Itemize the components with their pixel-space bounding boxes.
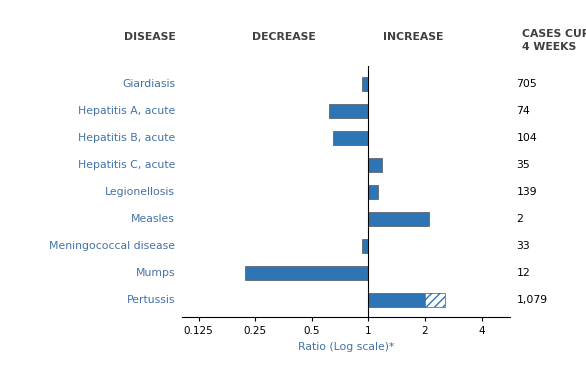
Text: DISEASE: DISEASE: [124, 32, 176, 42]
Text: Measles: Measles: [131, 214, 175, 224]
Bar: [245, 266, 369, 280]
Text: Pertussis: Pertussis: [127, 295, 175, 305]
Bar: [363, 77, 369, 91]
Bar: [329, 104, 369, 118]
Text: 74: 74: [516, 106, 530, 116]
Bar: [369, 158, 382, 172]
Bar: [333, 131, 369, 145]
Text: Hepatitis A, acute: Hepatitis A, acute: [78, 106, 175, 116]
Bar: [362, 239, 369, 253]
Bar: [369, 185, 377, 199]
Bar: [425, 293, 445, 307]
Text: 35: 35: [516, 160, 530, 170]
Bar: [369, 212, 429, 225]
Text: Hepatitis C, acute: Hepatitis C, acute: [78, 160, 175, 170]
Bar: [425, 293, 445, 307]
Text: 33: 33: [516, 241, 530, 251]
Bar: [369, 293, 425, 307]
Text: 1,079: 1,079: [516, 295, 547, 305]
Text: Giardiasis: Giardiasis: [122, 79, 175, 89]
Text: 139: 139: [516, 187, 537, 197]
Text: 104: 104: [516, 133, 537, 143]
Text: 2: 2: [516, 214, 523, 224]
Text: INCREASE: INCREASE: [383, 32, 444, 42]
Text: CASES CURRENT
4 WEEKS: CASES CURRENT 4 WEEKS: [522, 29, 586, 52]
Text: Meningococcal disease: Meningococcal disease: [49, 241, 175, 251]
Text: Hepatitis B, acute: Hepatitis B, acute: [78, 133, 175, 143]
Text: DECREASE: DECREASE: [251, 32, 315, 42]
Text: Legionellosis: Legionellosis: [105, 187, 175, 197]
X-axis label: Ratio (Log scale)*: Ratio (Log scale)*: [298, 342, 394, 352]
Text: 12: 12: [516, 268, 530, 278]
Text: Mumps: Mumps: [135, 268, 175, 278]
Text: 705: 705: [516, 79, 537, 89]
